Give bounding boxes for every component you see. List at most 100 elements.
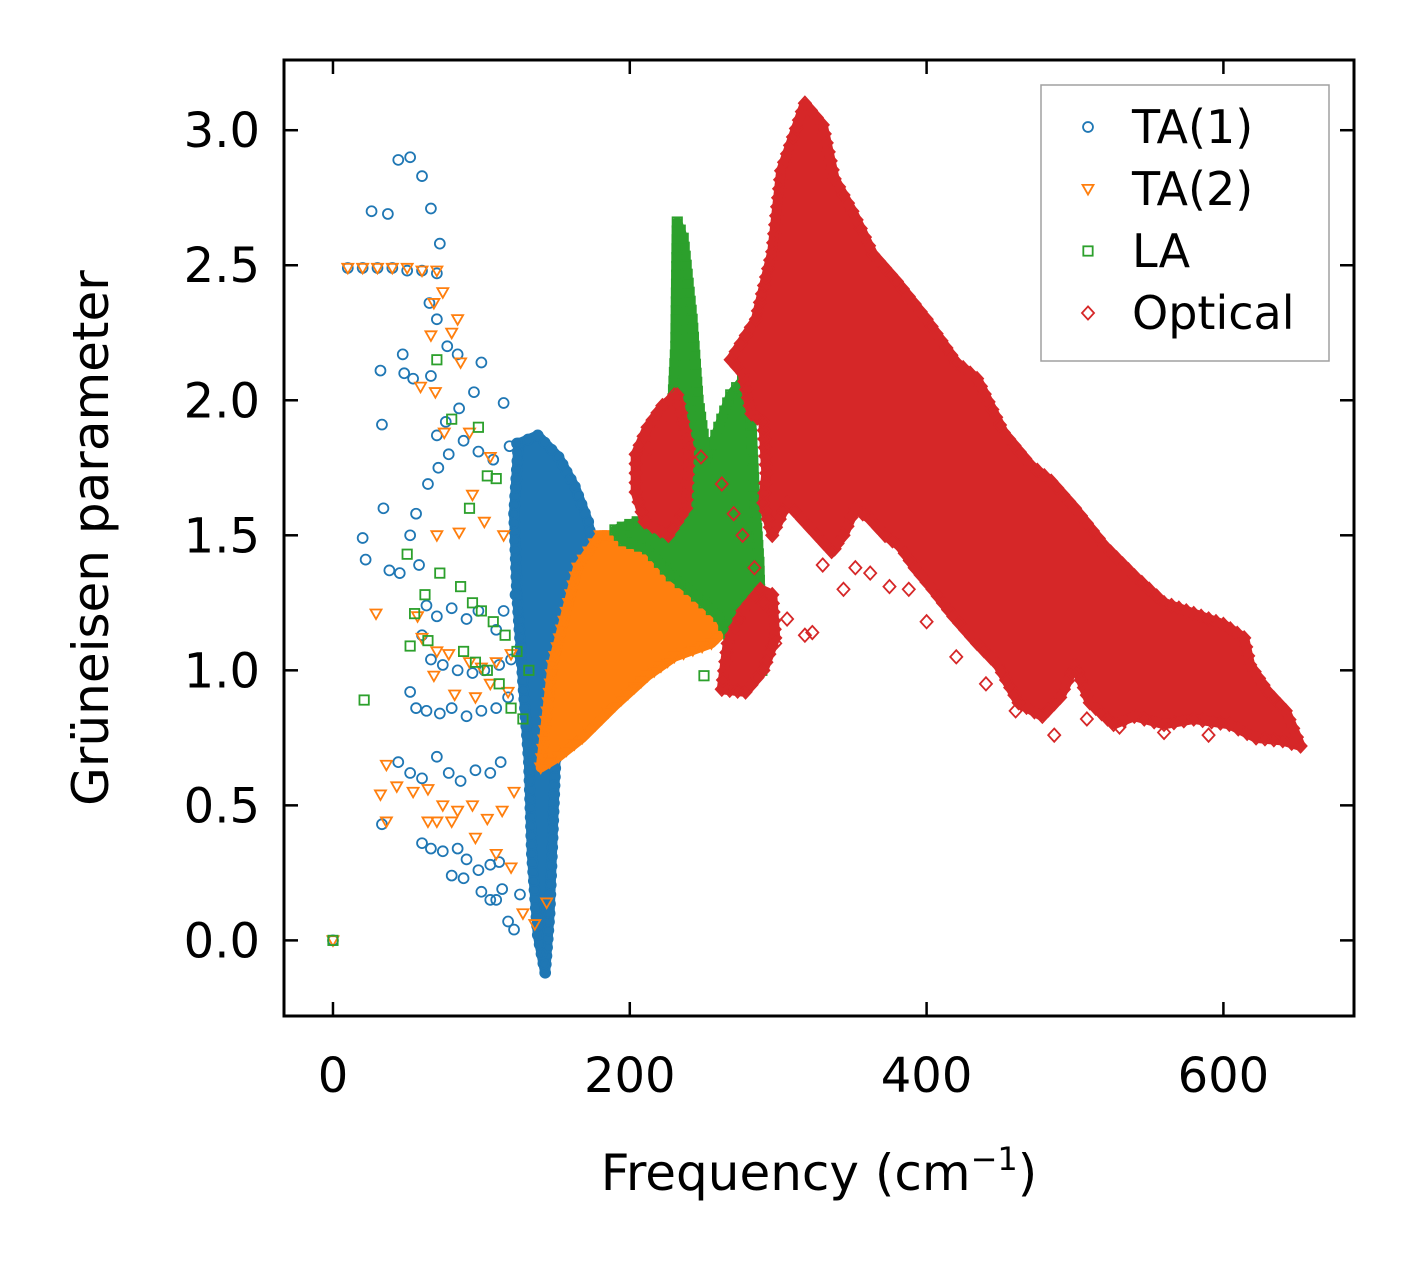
legend-marker [1080,183,1096,197]
data-point [493,856,506,868]
data-point [505,702,517,714]
data-point [431,610,443,623]
data-point [575,732,590,746]
data-point [475,356,488,369]
data-point [429,265,444,278]
data-point [976,642,992,659]
data-point [750,514,762,526]
data-point [567,739,582,752]
data-point [442,767,455,779]
data-point [587,538,602,551]
data-point [769,198,785,215]
data-point [451,348,464,361]
data-point [441,340,454,353]
data-point [647,549,660,562]
data-point [475,605,487,617]
data-point [547,651,562,664]
data-point [665,520,681,537]
data-point [463,502,476,514]
data-point [444,327,459,341]
data-point [667,386,682,403]
data-point [848,559,863,576]
data-point [428,387,443,400]
data-point [420,704,433,717]
data-point [756,594,771,611]
data-point [511,455,524,467]
data-point [468,692,483,705]
data-point [513,623,526,636]
data-point [376,418,388,431]
data-point [624,518,636,531]
data-point [477,516,492,530]
data-point [1030,462,1045,479]
data-point [1201,611,1216,627]
data-point [1229,625,1245,642]
data-point [757,431,772,447]
data-point [545,443,558,456]
data-point [1127,708,1142,725]
data-point [431,267,443,280]
data-point [457,645,470,657]
data-point [554,624,569,637]
data-point [677,422,693,439]
data-point [726,505,741,522]
data-point [748,311,764,328]
data-point [425,202,437,215]
data-point [1112,719,1127,735]
data-point [429,646,444,659]
data-point [472,421,484,433]
data-point [398,367,411,380]
data-point [758,456,774,473]
data-point [581,726,596,739]
data-point [484,767,497,779]
data-point [472,445,485,458]
data-point [949,354,964,371]
data-point [752,539,764,552]
data-point [436,659,449,671]
data-point [511,437,523,450]
data-point [355,262,370,276]
data-point [744,405,759,422]
data-point [450,314,465,327]
data-point [767,621,782,638]
data-point [425,653,437,666]
data-point [674,576,686,589]
data-point [493,678,505,690]
data-point [503,440,516,453]
x-tick-label: 600 [1178,1048,1270,1104]
data-point [468,832,483,846]
data-point [379,816,394,829]
data-point [962,365,978,382]
data-point [559,606,574,620]
data-point [673,404,689,421]
data-point [517,713,529,725]
legend-label: Optical [1132,286,1294,340]
data-point [713,610,725,622]
data-point [481,664,493,676]
data-point [550,642,565,655]
data-point [392,154,405,166]
data-point [718,653,733,670]
data-point [754,286,770,302]
data-point [628,455,643,472]
data-point [1186,605,1201,622]
data-point [683,583,695,595]
data-point [435,287,450,300]
data-point [512,446,524,459]
series-optical [628,95,1308,754]
data-point [720,635,736,652]
data-point [510,472,523,485]
data-point [870,519,885,536]
data-point [1256,677,1271,694]
data-point [400,262,415,276]
data-point [404,529,416,542]
data-point [426,670,441,684]
data-point [772,171,788,188]
data-point [410,507,422,520]
data-point [693,449,709,465]
data-point [1166,714,1182,731]
data-point [758,448,773,465]
data-point [766,604,781,620]
data-point [1208,613,1224,630]
